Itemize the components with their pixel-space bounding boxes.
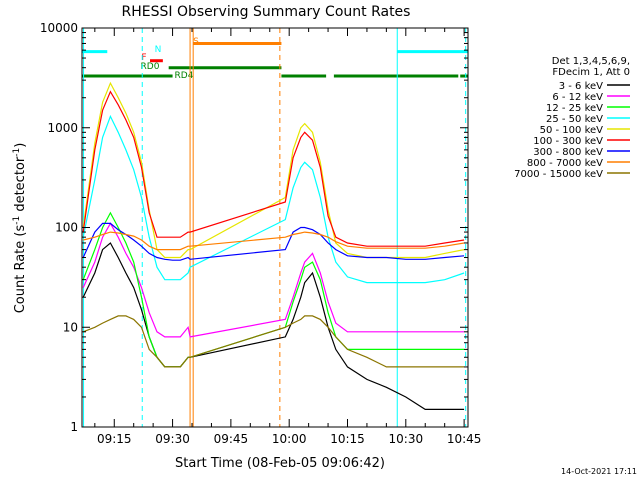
ylabel-sup-2: -1 — [12, 148, 22, 157]
flag-label-rd0: RD0 — [141, 62, 160, 72]
series-line-6-12-kev — [82, 222, 465, 338]
series-line-800-7000-kev — [83, 231, 465, 251]
legend-label-6-12-kev: 6 - 12 keV — [552, 92, 603, 103]
x-tick-label-09-45: 09:45 — [214, 432, 249, 446]
series-line-12-25-kev — [82, 211, 465, 368]
legend-label-100-300-kev: 100 - 300 keV — [533, 136, 603, 147]
x-tick-label-10-45: 10:45 — [447, 432, 482, 446]
y-axis-ticks: 1 10 100 1000 10000 — [40, 21, 468, 434]
legend-label-300-800-kev: 300 - 800 keV — [533, 147, 603, 158]
x-tick-label-10-15: 10:15 — [330, 432, 365, 446]
legend-label-3-6-kev: 3 - 6 keV — [559, 81, 603, 92]
y-axis-label: Count Rate (s-1 detector-1) — [12, 143, 28, 314]
x-tick-label-09-15: 09:15 — [97, 432, 132, 446]
legend-label-800-7000-kev: 800 - 7000 keV — [527, 158, 603, 169]
x-tick-label-09-30: 09:30 — [155, 432, 190, 446]
chart-title: RHESSI Observing Summary Count Rates — [122, 4, 411, 20]
y-tick-label-100: 100 — [55, 221, 78, 235]
series-line-25-50-kev — [82, 114, 465, 284]
ylabel-mid: detector — [13, 156, 28, 216]
x-axis-ticks: 09:15 09:30 09:45 10:00 10:15 10:30 10:45 — [94, 28, 482, 446]
flag-label-flare: F — [141, 53, 146, 63]
series-line-300-800-kev — [82, 222, 465, 261]
series-line-100-300-kev — [82, 90, 465, 247]
legend-label-25-50-kev: 25 - 50 keV — [546, 114, 603, 125]
y-tick-label-1000: 1000 — [47, 121, 78, 135]
ylabel-main: Count Rate (s — [13, 225, 28, 314]
ylabel-sup: -1 — [12, 216, 22, 225]
y-tick-label-1: 1 — [70, 420, 78, 434]
series-line-3-6-kev — [82, 242, 465, 410]
y-tick-label-10: 10 — [63, 320, 78, 334]
x-tick-label-10-00: 10:00 — [272, 432, 307, 446]
series-line-50-100-kev — [82, 81, 465, 259]
legend-header-1: FDecim 1, Att 0 — [552, 67, 630, 78]
ylabel-end: ) — [13, 143, 28, 148]
flag-label-saa: S — [193, 37, 199, 47]
legend-header-0: Det 1,3,4,5,6,9, — [552, 56, 630, 67]
data-series — [82, 81, 465, 410]
legend: Det 1,3,4,5,6,9,FDecim 1, Att 0 3 - 6 keV… — [514, 56, 630, 180]
flag-label-night: N — [155, 45, 162, 55]
x-axis-label: Start Time (08-Feb-05 09:06:42) — [175, 456, 385, 471]
timestamp: 14-Oct-2021 17:11 — [561, 467, 637, 476]
y-tick-label-10000: 10000 — [40, 21, 78, 35]
series-line-7000-15000-kev — [82, 315, 465, 368]
flag-label-rd4: RD4 — [175, 71, 194, 81]
legend-label-7000-15000-kev: 7000 - 15000 keV — [514, 169, 603, 180]
legend-label-50-100-kev: 50 - 100 keV — [540, 125, 604, 136]
legend-label-12-25-kev: 12 - 25 keV — [546, 103, 603, 114]
x-tick-label-10-30: 10:30 — [389, 432, 424, 446]
